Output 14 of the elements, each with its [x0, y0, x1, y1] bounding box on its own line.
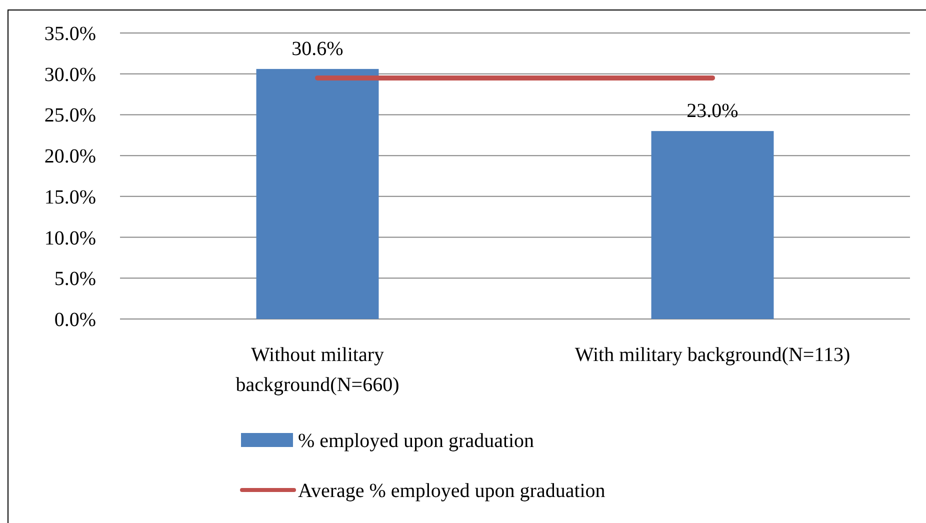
y-tick-label: 35.0% [44, 23, 96, 45]
y-tick-label: 20.0% [44, 146, 96, 168]
y-tick-label: 10.0% [44, 227, 96, 250]
y-tick-label: 30.0% [44, 64, 96, 86]
data-label: 23.0% [686, 100, 738, 122]
data-label: 30.6% [292, 38, 344, 60]
y-tick-label: 15.0% [44, 186, 96, 208]
y-tick-label: 0.0% [54, 309, 96, 331]
y-tick-label: 25.0% [44, 104, 96, 127]
legend-label: Average % employed upon graduation [298, 480, 606, 502]
legend-label: % employed upon graduation [298, 430, 534, 452]
y-tick-label: 5.0% [54, 268, 96, 290]
x-tick-label: Without military background(N=660) [236, 344, 400, 396]
x-tick-label: With military background(N=113) [574, 344, 850, 366]
